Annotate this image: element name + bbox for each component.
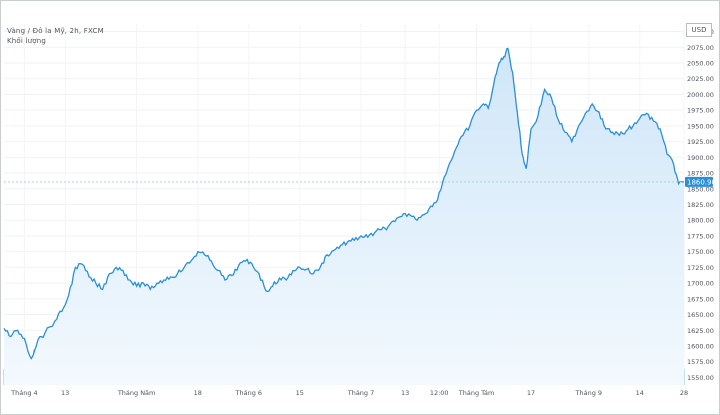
y-tick-label: 1675.00 (687, 295, 714, 303)
x-tick-label: Tháng 7 (347, 389, 375, 397)
x-tick-label: Tháng Tám (458, 389, 495, 397)
y-tick-label: 1625.00 (687, 327, 714, 335)
y-tick-label: 1925.00 (687, 138, 714, 146)
y-tick-label: 2000.00 (687, 91, 714, 99)
y-tick-label: 1950.00 (687, 122, 714, 130)
price-line (3, 47, 684, 360)
y-tick-label: 2050.00 (687, 59, 714, 67)
x-tick-label: Tháng 6 (235, 389, 263, 397)
y-tick-label: 1850.00 (687, 185, 714, 193)
volume-legend[interactable]: Khối lượng (7, 37, 47, 45)
y-tick-label: 1775.00 (687, 232, 714, 240)
x-tick-label: 18 (194, 389, 202, 397)
currency-label[interactable]: USD (686, 23, 712, 37)
x-tick-label: 28 (680, 389, 688, 397)
x-tick-label: Tháng 4 (10, 389, 38, 397)
y-tick-label: 1550.00 (687, 374, 714, 382)
y-tick-label: 1975.00 (687, 107, 714, 115)
y-tick-label: 1750.00 (687, 248, 714, 256)
y-tick-label: 1575.00 (687, 358, 714, 366)
y-tick-label: 2075.00 (687, 44, 714, 52)
time-axis: Tháng 4 13 Tháng Năm 18 Tháng 6 15 Tháng 7 13 12… (10, 389, 688, 397)
x-tick-label: 12:00 (430, 389, 449, 397)
y-tick-label: 2025.00 (687, 75, 714, 83)
y-tick-label: 1600.00 (687, 343, 714, 351)
y-tick-label: 1825.00 (687, 201, 714, 209)
symbol-legend[interactable]: Vàng / Đô la Mỹ, 2h, FXCM (7, 27, 104, 35)
price-axis: 1550.00 1575.00 1600.00 1625.00 1650.00 1675.… (687, 28, 714, 382)
price-area (4, 48, 684, 385)
x-tick-label: 15 (296, 389, 304, 397)
last-price-badge: 1860.90 (685, 176, 716, 187)
y-tick-label: 1875.00 (687, 170, 714, 178)
y-tick-label: 1700.00 (687, 280, 714, 288)
last-price-label: 1860.90 (687, 178, 716, 186)
x-tick-label: 13 (401, 389, 409, 397)
y-tick-label: 1725.00 (687, 264, 714, 272)
y-tick-label: 1800.00 (687, 217, 714, 225)
x-tick-label: 13 (61, 389, 69, 397)
x-tick-label: Tháng 9 (575, 389, 603, 397)
x-tick-label: 17 (527, 389, 535, 397)
x-tick-label: 14 (636, 389, 644, 397)
y-tick-label: 1900.00 (687, 154, 714, 162)
x-tick-label: Tháng Năm (117, 389, 156, 397)
y-tick-label: 1650.00 (687, 311, 714, 319)
